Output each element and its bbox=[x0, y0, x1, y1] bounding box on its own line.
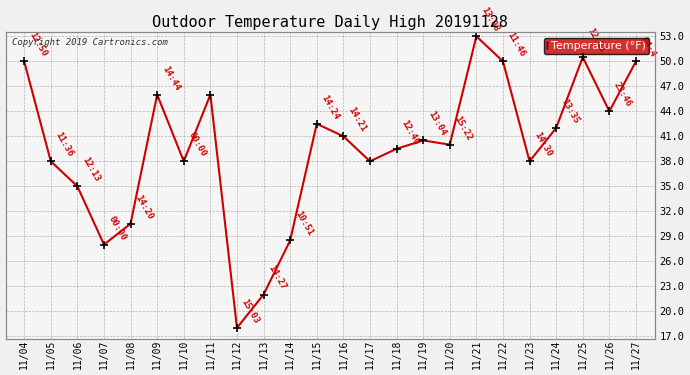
Text: 11:36: 11:36 bbox=[54, 131, 75, 159]
Text: 13:04: 13:04 bbox=[426, 110, 447, 138]
Text: 00:00: 00:00 bbox=[186, 131, 208, 159]
Text: 12:46: 12:46 bbox=[400, 118, 421, 146]
Text: 12:13: 12:13 bbox=[80, 156, 101, 183]
Text: 13:35: 13:35 bbox=[559, 98, 580, 125]
Text: 12:50: 12:50 bbox=[27, 31, 48, 58]
Legend: Temperature (°F): Temperature (°F) bbox=[544, 38, 649, 54]
Text: 14:21: 14:21 bbox=[346, 106, 367, 134]
Text: 00:00: 00:00 bbox=[107, 214, 128, 242]
Text: 15:03: 15:03 bbox=[239, 297, 261, 325]
Text: 12:11: 12:11 bbox=[586, 27, 607, 54]
Text: 14:44: 14:44 bbox=[160, 64, 181, 92]
Text: 14:30: 14:30 bbox=[533, 131, 553, 159]
Text: 13:08: 13:08 bbox=[479, 6, 500, 34]
Text: 11:46: 11:46 bbox=[506, 31, 527, 58]
Text: Copyright 2019 Cartronics.com: Copyright 2019 Cartronics.com bbox=[12, 38, 168, 47]
Text: 14:27: 14:27 bbox=[266, 264, 288, 292]
Text: 15:22: 15:22 bbox=[453, 114, 474, 142]
Text: 14:20: 14:20 bbox=[133, 193, 155, 221]
Title: Outdoor Temperature Daily High 20191128: Outdoor Temperature Daily High 20191128 bbox=[152, 15, 508, 30]
Text: 23:46: 23:46 bbox=[612, 81, 633, 108]
Text: 04:4: 04:4 bbox=[639, 36, 658, 58]
Text: 10:51: 10:51 bbox=[293, 210, 314, 238]
Text: 14:24: 14:24 bbox=[319, 93, 341, 121]
